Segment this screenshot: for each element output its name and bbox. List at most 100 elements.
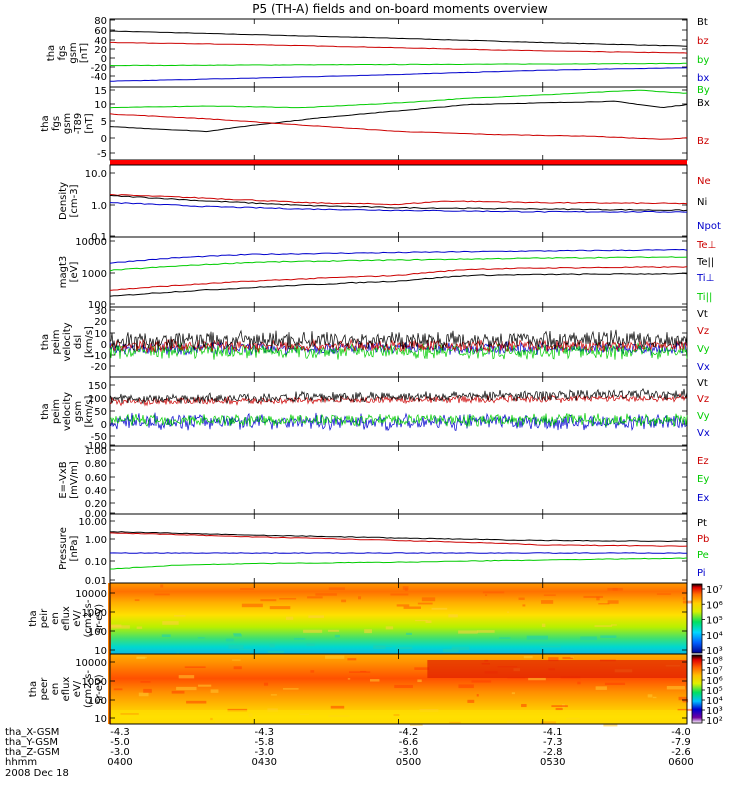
spectrogram-texture — [285, 616, 294, 620]
series-line-Ne — [109, 194, 688, 206]
y-tick-label: 20 — [94, 317, 107, 328]
spectrogram-texture — [548, 657, 559, 662]
spectrogram-texture — [238, 648, 252, 650]
spectrogram-texture — [595, 686, 607, 690]
spectrogram-texture — [269, 606, 291, 610]
y-tick-label: 0.01 — [85, 576, 107, 587]
y-axis-label: en — [50, 612, 61, 625]
x-axis-value: -2.6 — [671, 747, 691, 758]
y-tick-label: 0.60 — [85, 473, 107, 484]
spectrogram-texture — [315, 593, 337, 596]
y-axis-label: velocity — [62, 322, 73, 361]
x-axis-value: 0430 — [252, 757, 277, 768]
legend-entry: Bx — [697, 98, 710, 109]
spectrogram-texture — [161, 634, 171, 638]
spectrogram-texture — [267, 650, 284, 653]
spectrogram-texture — [507, 611, 510, 613]
series-line-Vt — [109, 388, 688, 405]
colorbar-tick-label: 10² — [706, 716, 723, 727]
spectrogram-texture — [308, 615, 325, 618]
spectrogram-texture — [409, 723, 423, 726]
y-tick-label: 10 — [94, 100, 107, 111]
spectrogram-texture — [136, 626, 143, 629]
panel-frame — [109, 445, 688, 515]
velocity-gsm-panel: 150 100 50 0-50-100 tha peim velocity gsm [km/s]… — [40, 376, 710, 452]
spectrogram-texture — [594, 625, 613, 627]
legend-entry: Vx — [697, 362, 710, 373]
legend-entry: Te⊥ — [696, 240, 716, 251]
spectrogram-texture — [178, 675, 195, 679]
spectrogram-texture — [417, 679, 422, 683]
spectrogram-texture — [269, 643, 275, 648]
spectrogram-texture — [233, 633, 241, 635]
spectrogram-texture — [228, 644, 244, 649]
legend-entry: Pe — [697, 550, 709, 561]
series-line-Pi — [109, 552, 687, 554]
y-tick-label: 15 — [94, 86, 107, 97]
spectrogram-texture — [458, 630, 478, 634]
spectrogram-texture — [294, 638, 306, 640]
spectrogram-texture — [197, 637, 205, 639]
y-tick-label: -20 — [91, 362, 107, 373]
spectrogram-texture — [603, 723, 618, 727]
spectrogram-texture — [555, 707, 563, 711]
spectrogram-texture — [682, 699, 689, 703]
y-axis-label: Density — [58, 182, 69, 220]
y-axis-label: peim — [51, 329, 62, 354]
legend-entry: Pi — [697, 568, 706, 579]
legend-entry: Ti⊥ — [696, 273, 714, 284]
x-axis-value: -3.0 — [110, 747, 130, 758]
y-tick-label: 0 — [101, 134, 107, 145]
spectrogram-texture — [370, 679, 380, 682]
figure-title: P5 (TH-A) fields and on-board moments ov… — [252, 2, 548, 16]
spectrogram-texture — [347, 658, 357, 661]
legend-entry: Npot — [697, 221, 721, 232]
spectrogram-texture — [263, 682, 269, 686]
spectrogram-texture — [210, 689, 219, 693]
y-tick-label: 1.00 — [85, 446, 107, 457]
legend-entry: Vz — [697, 326, 709, 337]
spectrogram-texture — [134, 599, 140, 602]
panel-frame — [109, 236, 688, 308]
spectrogram-texture — [421, 597, 436, 602]
spectrogram-hot-band — [427, 660, 687, 678]
colorbar-tick-label: 10⁷ — [706, 666, 723, 677]
y-axis-label: Pressure — [58, 527, 69, 570]
series-line-Bx — [109, 100, 688, 133]
spectrogram-texture — [604, 682, 626, 686]
panel-frame — [109, 86, 688, 161]
legend-entry: Te|| — [696, 257, 714, 268]
y-tick-label: 0.00 — [85, 509, 107, 520]
y-tick-label: 10000 — [75, 237, 107, 248]
y-axis-label: (cm2-s- — [83, 599, 94, 637]
spectrogram-texture — [607, 587, 623, 591]
spectrogram-texture — [404, 587, 408, 592]
series-line-Vz — [109, 338, 688, 353]
data-gap-bar — [110, 160, 687, 165]
efield-panel: 1.00 0.80 0.60 0.40 0.200.00 E=-VxB [mV/m] Ez Ey… — [58, 445, 709, 520]
spectrogram-texture — [113, 688, 123, 691]
spectrogram-texture — [583, 595, 604, 598]
y-axis-label: fgs — [57, 45, 68, 60]
spectrogram-texture — [647, 694, 653, 698]
legend-entry: Pb — [697, 534, 709, 545]
y-axis-label: sr-eV) — [94, 674, 105, 703]
spectrogram-texture — [396, 604, 410, 607]
spectrogram-texture — [358, 596, 362, 600]
series-line-Bz — [109, 113, 688, 140]
colorbar-tick-label: 10⁴ — [706, 696, 723, 707]
series-line-Ni — [109, 194, 688, 212]
spectrogram-texture — [467, 699, 475, 703]
series-line-Bt — [109, 30, 688, 47]
legend-entry: Bt — [697, 17, 708, 28]
spectrogram-texture — [406, 632, 412, 636]
spectrogram-texture — [476, 694, 479, 697]
spectrogram-texture — [241, 603, 263, 608]
y-axis-label: -T89 — [73, 113, 84, 135]
y-tick-label: 10.00 — [78, 517, 107, 528]
legend-entry: bx — [697, 73, 709, 84]
x-axis-value: -7.3 — [543, 737, 563, 748]
spectrogram-texture — [385, 626, 394, 630]
y-tick-label: 10 — [94, 329, 107, 340]
